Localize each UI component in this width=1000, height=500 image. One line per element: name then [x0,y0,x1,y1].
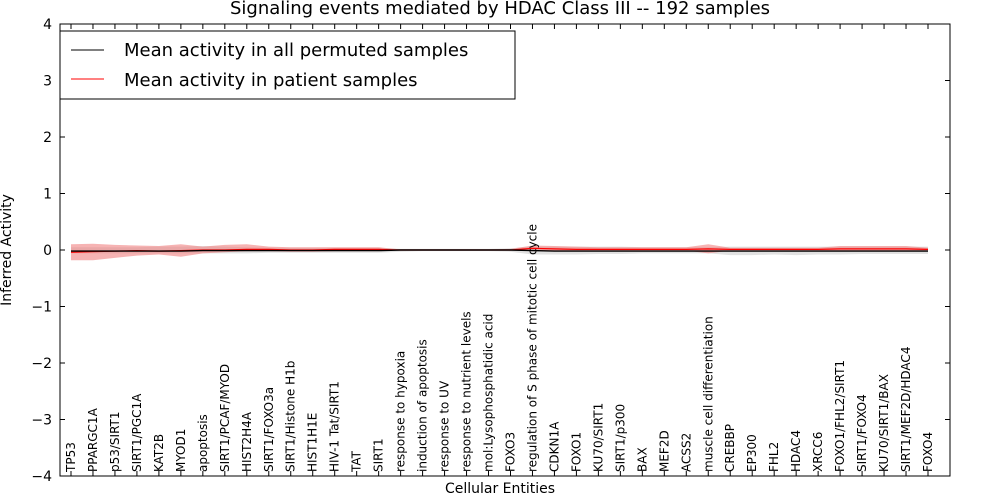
y-tick-label: −4 [31,469,52,485]
x-axis-ticks [70,24,929,476]
y-tick-label: 2 [43,130,52,146]
category-label: response to UV [438,380,452,472]
y-tick-label: 4 [43,17,52,33]
series-lines [70,247,929,253]
category-label: KU70/SIRT1 [591,403,605,472]
category-label: SIRT1/MEF2D/HDAC4 [899,347,913,472]
category-label: HIST1H1E [306,413,320,472]
y-tick-label: −3 [31,413,52,429]
category-label: BAX [635,447,649,472]
category-label: apoptosis [196,414,210,472]
y-tick-label: 3 [43,74,52,90]
confidence-bands [71,243,928,261]
category-label: EP300 [745,434,759,472]
category-label: KAT2B [152,434,166,472]
category-label: CREBBP [723,424,737,472]
category-label: HDAC4 [789,430,803,472]
category-labels: TP53 PPARGC1A p53/SIRT1 SIRT1/PGC1A KAT2B MYO… [64,224,935,473]
category-label: muscle cell differentiation [701,316,715,472]
category-label: induction of apoptosis [416,339,430,472]
y-tick-label: −2 [31,356,52,372]
chart-title: Signaling events mediated by HDAC Class … [230,0,770,19]
category-label: XRCC6 [811,432,825,472]
legend-label-permuted: Mean activity in all permuted samples [124,40,468,61]
y-axis-label: Inferred Activity [0,194,15,306]
legend-label-patient: Mean activity in patient samples [124,70,418,91]
category-label: TP53 [64,442,78,473]
category-label: TAT [350,450,364,473]
category-label: response to hypoxia [394,351,408,472]
category-label: FOXO3 [504,432,518,472]
category-label: mol:Lysophosphatidic acid [482,314,496,472]
y-axis-ticks: −4 −3 −2 −1 0 1 2 3 4 [31,17,950,485]
category-label: MEF2D [657,430,671,472]
y-tick-label: −1 [31,300,52,316]
category-label: regulation of S phase of mitotic cell cy… [526,224,540,472]
category-label: SIRT1/Histone H1b [284,361,298,472]
category-label: FOXO4 [921,432,935,472]
category-label: SIRT1/PCAF/MYOD [218,364,232,472]
category-label: HIST2H4A [240,411,254,472]
legend-box [59,30,516,100]
category-label: KU70/SIRT1/BAX [877,374,891,472]
category-label: ACSS2 [679,433,693,472]
x-axis-label: Cellular Entities [445,481,555,497]
category-label: SIRT1/FOXO3a [262,387,276,472]
category-label: FOXO1 [569,432,583,472]
category-label: FOXO1/FHL2/SIRT1 [833,360,847,472]
permuted-mean-line [71,249,928,252]
category-label: SIRT1/FOXO4 [855,394,869,472]
category-label: HIV-1 Tat/SIRT1 [328,381,342,472]
category-label: CDKN1A [547,421,561,472]
category-label: SIRT1 [372,438,386,472]
patient-confidence-band [71,243,928,261]
category-label: SIRT1/PGC1A [130,393,144,472]
category-label: FHL2 [767,442,781,472]
category-label: response to nutrient levels [460,311,474,472]
category-label: SIRT1/p300 [613,404,627,472]
y-tick-label: 1 [43,187,52,203]
y-tick-label: 0 [43,243,52,259]
legend: Mean activity in all permuted samples Me… [59,30,516,100]
category-label: PPARGC1A [86,407,100,472]
category-label: p53/SIRT1 [108,411,122,472]
category-label: MYOD1 [174,429,188,472]
